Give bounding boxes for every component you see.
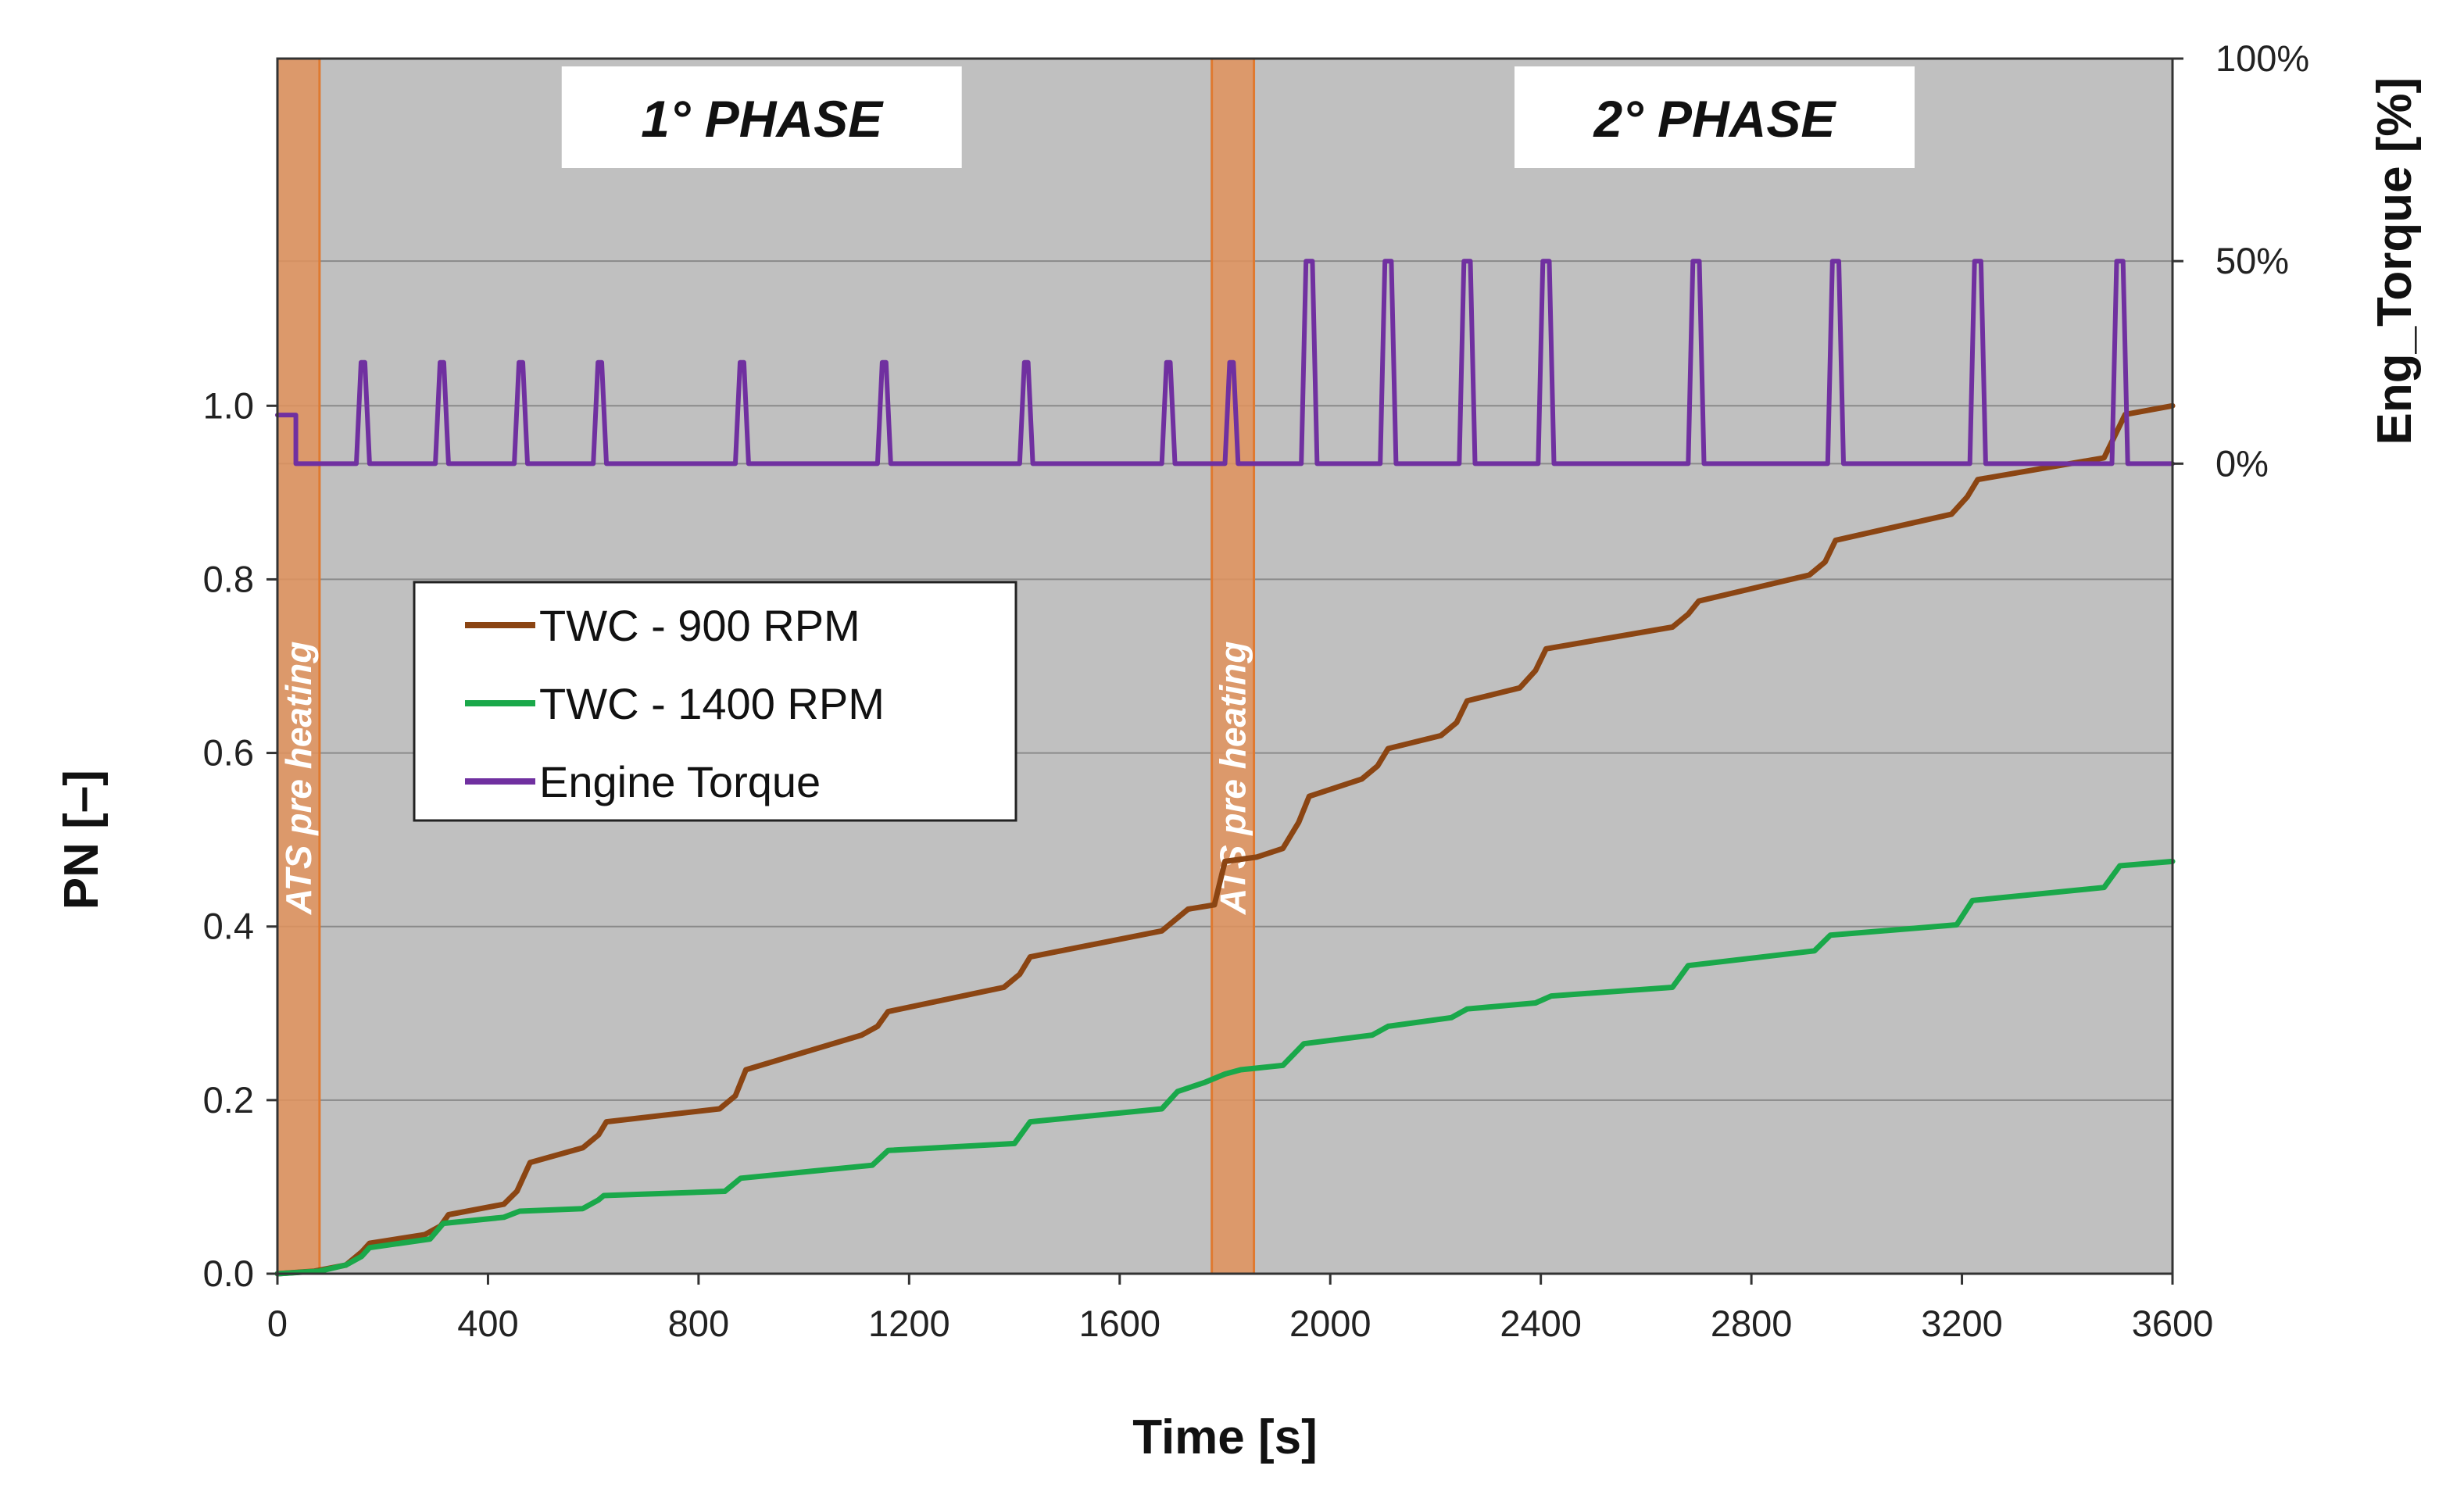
x-tick-label: 800 [668, 1303, 729, 1344]
y-left-axis-title: PN [–] [55, 770, 109, 910]
y-left-tick-label: 0.2 [203, 1079, 254, 1121]
x-tick-label: 2000 [1289, 1303, 1371, 1344]
ats-band-label: ATS pre heating [278, 642, 319, 915]
series-twc-900-rpm-line [274, 402, 2176, 1277]
x-tick-label: 0 [267, 1303, 288, 1344]
y-left-tick-label: 0.8 [203, 558, 254, 599]
y-right-axis-title: Eng_Torque [%] [2368, 77, 2422, 445]
legend: TWC - 900 RPM TWC - 1400 RPM Engine Torque [413, 581, 1017, 822]
y-left-tick-label: 0.0 [203, 1253, 254, 1294]
x-tick-label: 3200 [1921, 1303, 2003, 1344]
plot-frame [276, 57, 2174, 1275]
y-left-tick-label: 1.0 [203, 384, 254, 426]
x-tick-label: 2400 [1500, 1303, 1582, 1344]
y-right-tick-label: 50% [2215, 240, 2289, 281]
x-tick-label: 2800 [1711, 1303, 1793, 1344]
y-left-tick-label: 0.6 [203, 732, 254, 774]
series-lines [274, 259, 2176, 1277]
phase-labels: 1° PHASE 2° PHASE [561, 66, 1915, 168]
y-right-tick-label: 0% [2215, 442, 2269, 484]
x-tick-label: 400 [457, 1303, 518, 1344]
legend-entry: TWC - 900 RPM [539, 601, 860, 650]
x-tick-label: 1600 [1078, 1303, 1160, 1344]
y-left-tick-label: 0.4 [203, 906, 254, 947]
legend-entry: Engine Torque [539, 757, 821, 806]
ats-band [276, 57, 321, 1275]
phase-label: 2° PHASE [1593, 90, 1837, 148]
series-engine-torque-line [275, 259, 2175, 467]
phase-label-box [1514, 66, 1915, 168]
shaded-bands: ATS pre heating ATS pre heating [276, 57, 1256, 1275]
phase-label: 1° PHASE [641, 90, 884, 148]
x-tick-label: 1200 [868, 1303, 950, 1344]
ats-band-label: ATS pre heating [1213, 642, 1253, 915]
axes: 0 400 800 1200 1600 2000 2400 2800 3200 3600 0.0 0.… [55, 38, 2422, 1464]
x-tick-label: 3600 [2132, 1303, 2214, 1344]
phase-label-box [561, 66, 962, 168]
legend-entry: TWC - 1400 RPM [539, 679, 885, 728]
series-twc-1400-rpm-line [274, 858, 2176, 1277]
x-axis-title: Time [s] [1132, 1410, 1318, 1464]
y-right-tick-label: 100% [2215, 38, 2309, 79]
